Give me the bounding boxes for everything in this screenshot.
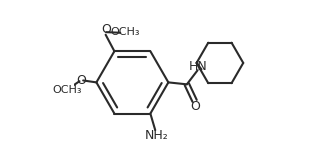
Text: O: O xyxy=(101,23,111,36)
Text: OCH₃: OCH₃ xyxy=(52,85,82,95)
Text: NH₂: NH₂ xyxy=(144,129,168,142)
Text: O: O xyxy=(190,100,200,113)
Text: O: O xyxy=(77,74,86,87)
Text: HN: HN xyxy=(189,60,208,73)
Text: OCH₃: OCH₃ xyxy=(110,27,140,37)
